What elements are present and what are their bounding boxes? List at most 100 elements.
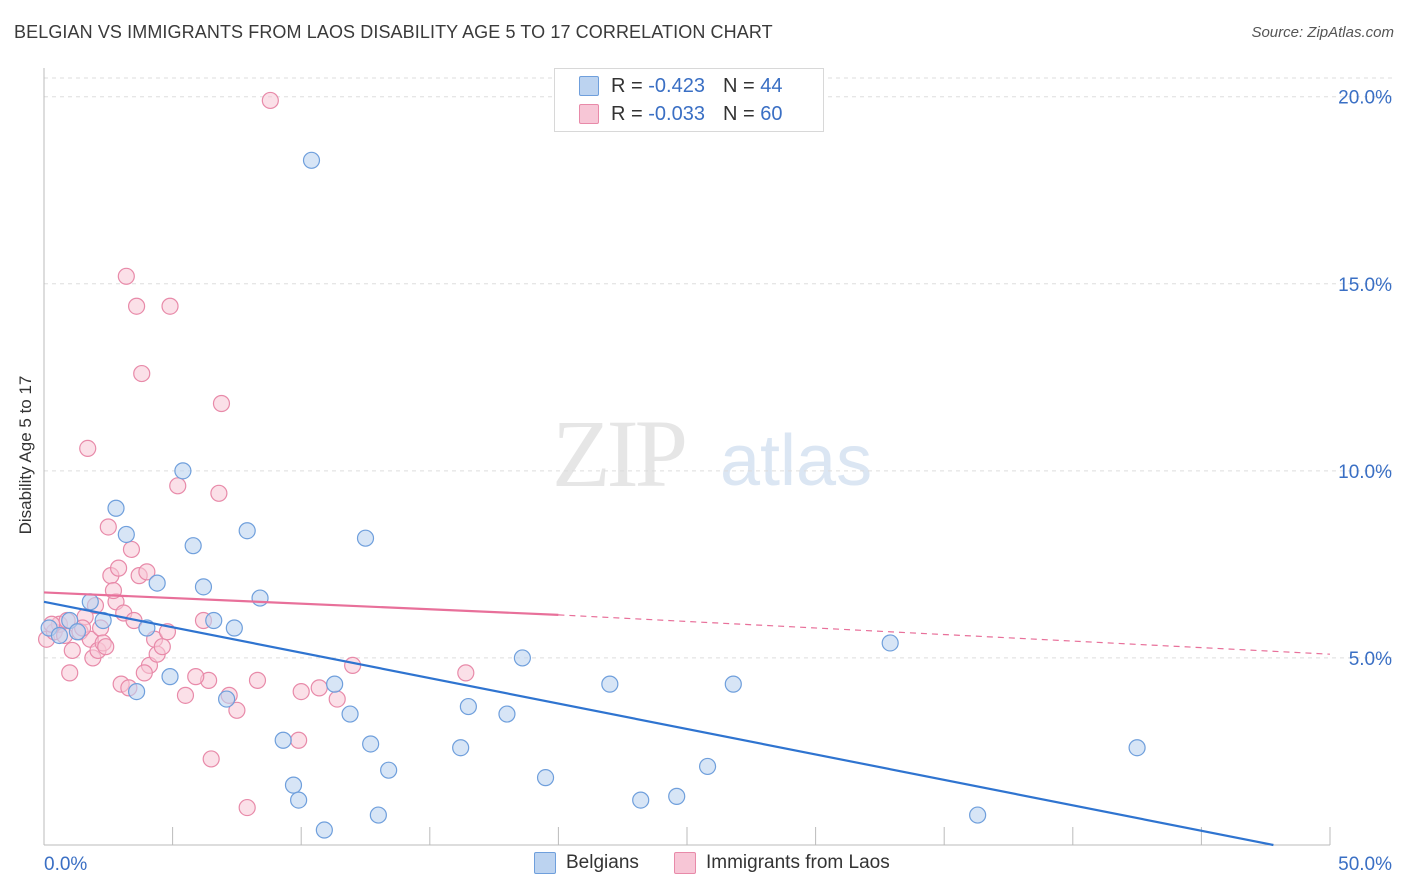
bottom-legend-swatch-blue xyxy=(534,852,556,874)
data-point-laos xyxy=(61,664,79,682)
data-point-belgians xyxy=(50,626,69,645)
data-point-laos xyxy=(127,297,146,315)
y-tick-label: 15.0% xyxy=(1338,275,1392,296)
bottom-legend-swatch-pink xyxy=(674,852,696,874)
data-point-belgians xyxy=(218,690,236,708)
gridlines xyxy=(44,77,1392,659)
legend-r-label: R = xyxy=(611,102,643,125)
data-point-belgians xyxy=(251,589,269,607)
y-tick-label: 20.0% xyxy=(1338,88,1392,109)
data-point-laos xyxy=(133,364,151,383)
data-point-laos xyxy=(122,540,141,559)
data-point-belgians xyxy=(81,593,99,611)
data-point-belgians xyxy=(274,731,292,749)
data-point-laos xyxy=(135,664,153,682)
data-point-laos xyxy=(261,91,279,110)
bottom-legend-label-belgians: Belgians xyxy=(566,852,639,873)
legend-swatch-blue xyxy=(579,76,599,96)
data-point-belgians xyxy=(68,623,87,641)
data-point-laos xyxy=(161,297,179,315)
legend-n-label: N = xyxy=(722,74,755,97)
data-point-belgians xyxy=(127,682,146,701)
chart-source: Source: ZipAtlas.com xyxy=(1251,24,1394,41)
data-point-laos xyxy=(169,477,187,495)
legend-r-value: -0.423 xyxy=(648,74,705,97)
data-point-laos xyxy=(97,638,115,656)
data-point-belgians xyxy=(969,806,987,824)
data-point-belgians xyxy=(302,151,321,169)
data-point-laos xyxy=(210,484,228,502)
data-point-belgians xyxy=(1128,739,1146,757)
data-point-laos xyxy=(153,638,171,656)
legend-n-value: 60 xyxy=(760,102,783,125)
data-point-belgians xyxy=(315,821,333,839)
data-point-laos xyxy=(117,267,135,285)
data-point-laos xyxy=(212,394,231,413)
data-point-belgians xyxy=(362,735,380,753)
data-point-belgians xyxy=(326,675,344,693)
y-tick-label: 10.0% xyxy=(1338,462,1392,483)
watermark-atlas: atlas xyxy=(720,421,873,501)
data-point-laos xyxy=(344,656,362,675)
data-point-laos xyxy=(238,798,256,817)
data-point-belgians xyxy=(107,499,125,517)
y-tick-label: 5.0% xyxy=(1349,649,1392,670)
data-point-belgians xyxy=(174,462,192,480)
data-point-belgians xyxy=(148,574,166,592)
data-point-laos xyxy=(202,750,220,768)
bottom-legend-belgians: Belgians xyxy=(534,852,639,874)
x-tick-label: 50.0% xyxy=(1338,854,1392,875)
data-point-belgians xyxy=(184,537,202,555)
data-point-belgians xyxy=(225,619,243,637)
data-point-belgians xyxy=(498,705,516,723)
data-point-belgians xyxy=(380,761,398,779)
data-point-belgians xyxy=(161,668,179,686)
series-immigrants-from-laos xyxy=(37,91,475,817)
trend-line-laos xyxy=(43,591,559,616)
data-point-laos xyxy=(328,690,346,708)
legend-r-label: R = xyxy=(611,74,643,97)
data-point-belgians xyxy=(632,791,650,809)
data-point-belgians xyxy=(536,769,555,787)
data-point-laos xyxy=(310,679,328,697)
data-point-laos xyxy=(99,518,117,536)
legend-swatch-pink xyxy=(579,104,599,124)
data-point-belgians xyxy=(238,522,256,540)
series-belgians xyxy=(40,151,1146,839)
axes xyxy=(43,68,1331,846)
data-point-laos xyxy=(187,668,205,686)
data-point-belgians xyxy=(601,675,619,693)
legend-n-label: N = xyxy=(722,102,755,125)
bottom-legend-label-laos: Immigrants from Laos xyxy=(706,852,890,873)
data-point-belgians xyxy=(205,611,223,630)
trend-line-laos-extrapolated xyxy=(558,614,1331,655)
legend-n-value: 44 xyxy=(760,74,783,97)
trend-line-belgians xyxy=(43,600,1274,847)
data-point-belgians xyxy=(284,776,303,794)
data-point-belgians xyxy=(668,787,686,805)
data-point-belgians xyxy=(698,757,717,776)
data-point-laos xyxy=(457,664,475,682)
data-point-laos xyxy=(79,439,97,458)
data-point-belgians xyxy=(341,705,359,723)
y-axis-label: Disability Age 5 to 17 xyxy=(16,375,35,535)
data-point-belgians xyxy=(117,525,135,544)
legend-r-value: -0.033 xyxy=(648,102,705,125)
x-tick-label: 0.0% xyxy=(44,854,87,875)
data-point-laos xyxy=(228,701,246,719)
y-axis-label-wrap: Disability Age 5 to 17 xyxy=(16,296,36,535)
data-point-belgians xyxy=(356,529,375,547)
bottom-legend-laos: Immigrants from Laos xyxy=(674,852,890,874)
tick-labels: 5.0% 10.0% 15.0% 20.0% 0.0% 50.0% xyxy=(44,88,1392,875)
data-point-laos xyxy=(63,641,81,660)
data-point-belgians xyxy=(290,791,308,809)
correlation-legend: R = -0.423 N = 44 R = -0.033 N = 60 xyxy=(554,68,824,132)
data-point-laos xyxy=(248,671,267,689)
data-point-belgians xyxy=(459,697,477,716)
data-point-laos xyxy=(138,563,156,581)
legend-row-belgians: R = -0.423 N = 44 xyxy=(579,74,782,98)
data-point-belgians xyxy=(452,739,470,757)
data-point-belgians xyxy=(513,649,531,667)
data-point-laos xyxy=(292,682,310,701)
